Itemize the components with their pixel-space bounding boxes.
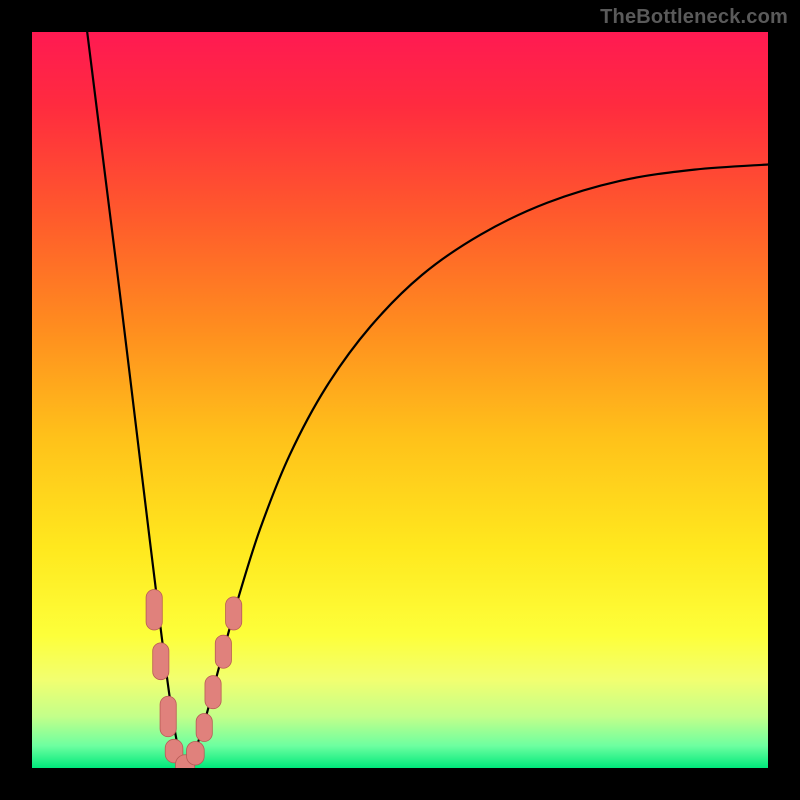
marker-pill: [160, 696, 176, 736]
chart-stage: TheBottleneck.com: [0, 0, 800, 800]
marker-pill: [226, 597, 242, 630]
plot-area: [32, 32, 768, 768]
marker-pill: [215, 635, 231, 668]
marker-pill: [153, 643, 169, 680]
watermark-text: TheBottleneck.com: [600, 6, 788, 29]
marker-pill: [187, 742, 205, 766]
marker-pill: [196, 714, 212, 742]
marker-pill: [146, 590, 162, 630]
chart-svg: [0, 0, 800, 800]
marker-pill: [205, 676, 221, 709]
